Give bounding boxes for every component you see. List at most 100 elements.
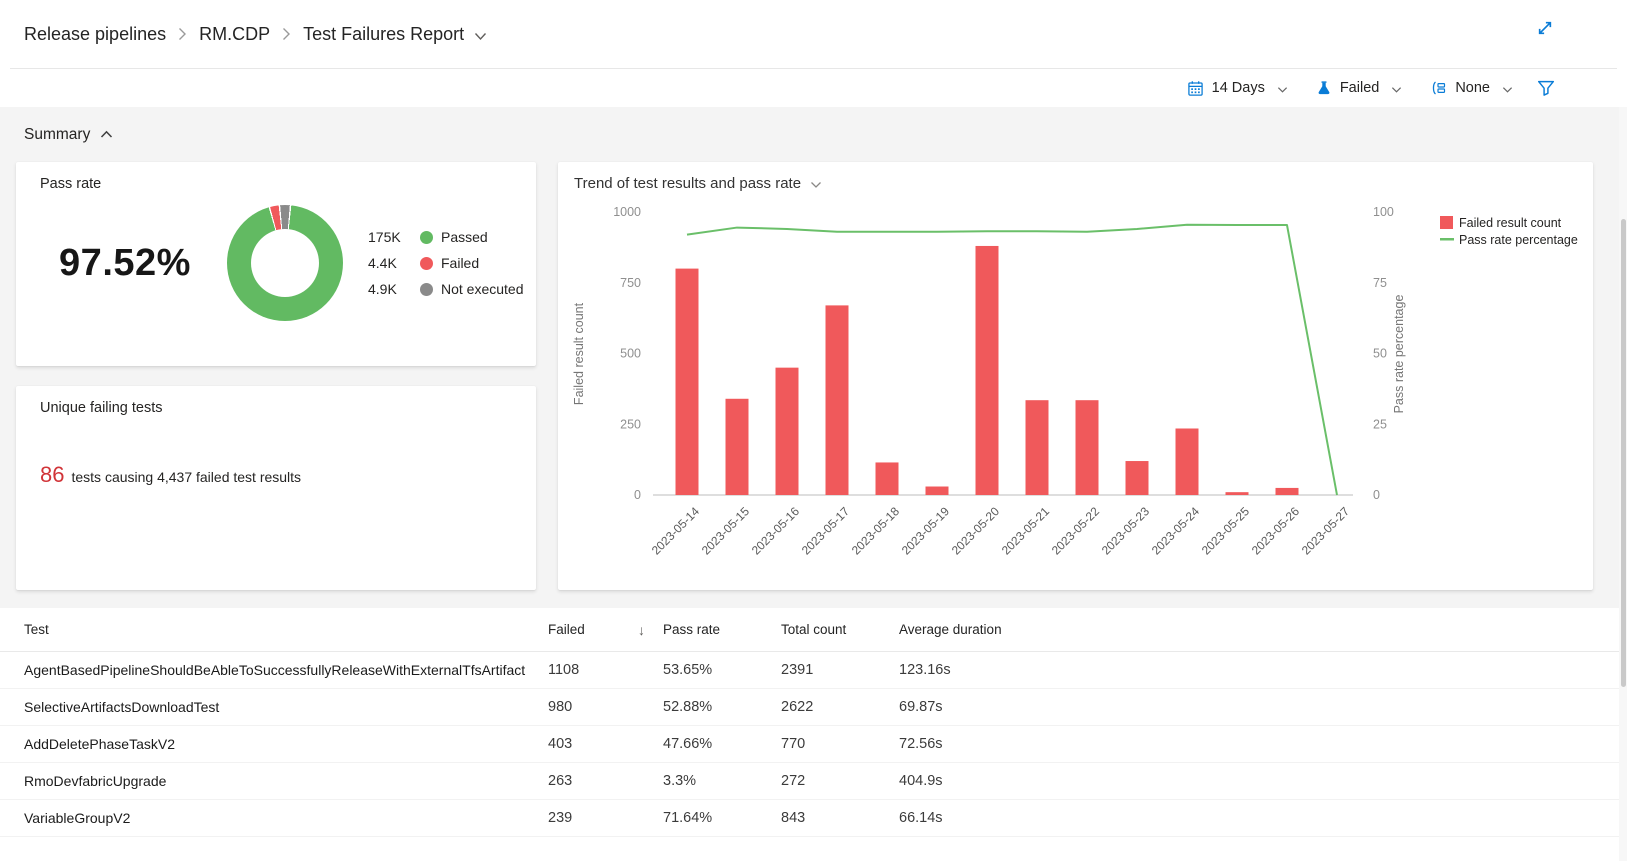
chevron-down-icon <box>1277 82 1288 98</box>
table-row[interactable]: RmoDevfabricUpgrade 263 3.3% 272 404.9s <box>0 763 1627 800</box>
x-axis-date-label: 2023-05-25 <box>1199 504 1253 558</box>
passed-dot-icon <box>420 230 433 244</box>
left-axis-tick: 500 <box>620 347 641 361</box>
failed-count-bar[interactable] <box>925 486 949 495</box>
column-header-failed[interactable]: Failed ↓ <box>548 621 645 638</box>
failed-count-bar[interactable] <box>1075 400 1099 495</box>
cell-average-duration: 69.87s <box>899 699 943 715</box>
chevron-right-icon <box>178 27 187 41</box>
unique-failing-count: 86 <box>40 462 65 487</box>
summary-title: Summary <box>24 126 91 143</box>
breadcrumb-rm-cdp[interactable]: RM.CDP <box>199 23 271 44</box>
not-executed-dot-icon <box>420 282 433 296</box>
group-by-filter[interactable]: None <box>1430 79 1513 98</box>
x-axis-date-label: 2023-05-21 <box>999 504 1053 558</box>
pass-rate-line[interactable] <box>686 223 1338 496</box>
scrollbar-track[interactable] <box>1619 107 1627 861</box>
column-header-test[interactable]: Test <box>24 622 49 637</box>
cell-pass-rate: 53.65% <box>663 662 713 678</box>
failed-dot-icon <box>420 256 433 270</box>
pass-rate-value: 97.52% <box>59 242 191 284</box>
cell-pass-rate: 52.88% <box>663 699 713 715</box>
cell-pass-rate: 3.3% <box>663 773 697 789</box>
period-filter[interactable]: 14 Days <box>1187 79 1288 98</box>
legend-line-label: Pass rate percentage <box>1459 233 1578 247</box>
cell-pass-rate: 47.66% <box>663 736 713 752</box>
cell-total-count: 2391 <box>781 662 814 678</box>
x-axis-date-label: 2023-05-14 <box>649 504 703 558</box>
chevron-down-icon <box>1391 82 1402 98</box>
cell-test: VariableGroupV2 <box>24 810 131 826</box>
cell-total-count: 770 <box>781 736 806 752</box>
pass-rate-legend: 175K Passed 4.4K Failed 4.9K Not execute… <box>368 224 524 302</box>
x-axis-date-label: 2023-05-16 <box>749 504 803 558</box>
legend-bar-label: Failed result count <box>1459 216 1562 230</box>
table-row[interactable]: VariableGroupV2 239 71.64% 843 66.14s <box>0 800 1627 837</box>
outcome-filter[interactable]: Failed <box>1316 79 1403 98</box>
legend-item-not-executed: 4.9K Not executed <box>368 276 524 302</box>
x-axis-date-label: 2023-05-18 <box>849 504 903 558</box>
failed-count-bar[interactable] <box>1275 487 1299 495</box>
legend-bar-swatch <box>1440 216 1453 229</box>
filter-funnel-icon[interactable] <box>1537 79 1555 97</box>
left-axis-tick: 0 <box>634 488 641 502</box>
table-header-row: Test Failed ↓ Pass rate Total count Aver… <box>0 608 1627 652</box>
filter-toolbar: 14 Days Failed <box>0 69 1627 107</box>
x-axis-date-label: 2023-05-24 <box>1149 504 1203 558</box>
failed-count-bar[interactable] <box>725 398 749 495</box>
failed-count-bar[interactable] <box>875 462 899 495</box>
failed-count-bar[interactable] <box>1175 428 1199 495</box>
sort-descending-icon: ↓ <box>638 621 645 638</box>
left-axis-tick: 250 <box>620 417 641 431</box>
failed-count-bar[interactable] <box>1025 400 1049 495</box>
column-header-average-duration[interactable]: Average duration <box>899 622 1002 637</box>
passed-label: Passed <box>441 229 488 245</box>
trend-chart-svg: 0 250 500 750 1000 0 25 50 75 100 Failed result co… <box>572 205 1578 558</box>
cell-test: AgentBasedPipelineShouldBeAbleToSuccessf… <box>24 662 526 678</box>
cell-average-duration: 404.9s <box>899 773 943 789</box>
trend-chart-title: Trend of test results and pass rate <box>574 174 802 192</box>
trend-chart-card: Trend of test results and pass rate 0 250… <box>558 162 1593 590</box>
failed-count-bar[interactable] <box>975 245 999 495</box>
cell-failed: 239 <box>548 810 573 826</box>
failing-tests-table: Test Failed ↓ Pass rate Total count Aver… <box>0 608 1627 861</box>
failed-count-bar[interactable] <box>1125 461 1149 495</box>
top-bar: Release pipelines RM.CDP Test Failures R… <box>0 0 1627 69</box>
x-axis-date-label: 2023-05-17 <box>799 504 853 558</box>
cell-average-duration: 66.14s <box>899 810 943 826</box>
x-axis-date-label: 2023-05-23 <box>1099 504 1153 558</box>
scrollbar-thumb[interactable] <box>1621 219 1626 687</box>
left-axis-label: Failed result count <box>572 302 586 405</box>
failed-count-bar[interactable] <box>775 367 799 495</box>
chevron-right-icon <box>282 27 291 41</box>
breadcrumb: Release pipelines RM.CDP Test Failures R… <box>24 0 487 68</box>
unique-failing-tests-card: Unique failing tests 86 tests causing 4,… <box>16 386 536 590</box>
chevron-down-icon[interactable] <box>474 32 487 41</box>
column-header-pass-rate[interactable]: Pass rate <box>663 622 721 637</box>
table-row[interactable]: SelectiveArtifactsDownloadTest 980 52.88% 2… <box>0 689 1627 726</box>
x-axis-date-label: 2023-05-15 <box>699 504 753 558</box>
summary-collapse-toggle[interactable]: Summary <box>24 126 113 144</box>
trend-chart-header: Trend of test results and pass rate <box>574 172 822 194</box>
x-axis-date-label: 2023-05-19 <box>899 504 953 558</box>
failed-count-bar[interactable] <box>825 305 849 495</box>
expand-icon[interactable] <box>1535 18 1555 38</box>
table-row[interactable]: AddDeletePhaseTaskV2 403 47.66% 770 72.56s <box>0 726 1627 763</box>
breadcrumb-release-pipelines[interactable]: Release pipelines <box>24 23 167 44</box>
outcome-filter-label: Failed <box>1339 80 1380 96</box>
table-row[interactable]: AgentBasedPipelineShouldBeAbleToSuccessf… <box>0 652 1627 689</box>
failed-count-bar[interactable] <box>1225 492 1249 495</box>
unique-failing-summary: 86 tests causing 4,437 failed test resul… <box>40 462 301 488</box>
right-axis-tick: 75 <box>1373 276 1387 290</box>
pass-rate-donut-chart <box>227 205 343 321</box>
breadcrumb-report-title[interactable]: Test Failures Report <box>303 23 465 44</box>
right-axis-tick: 50 <box>1373 347 1387 361</box>
cell-pass-rate: 71.64% <box>663 810 713 826</box>
cell-test: SelectiveArtifactsDownloadTest <box>24 699 220 715</box>
chevron-down-icon[interactable] <box>810 176 822 194</box>
column-header-total-count[interactable]: Total count <box>781 622 847 637</box>
failed-count-bar[interactable] <box>675 268 699 495</box>
cell-test: AddDeletePhaseTaskV2 <box>24 736 175 752</box>
right-axis-tick: 25 <box>1373 417 1387 431</box>
